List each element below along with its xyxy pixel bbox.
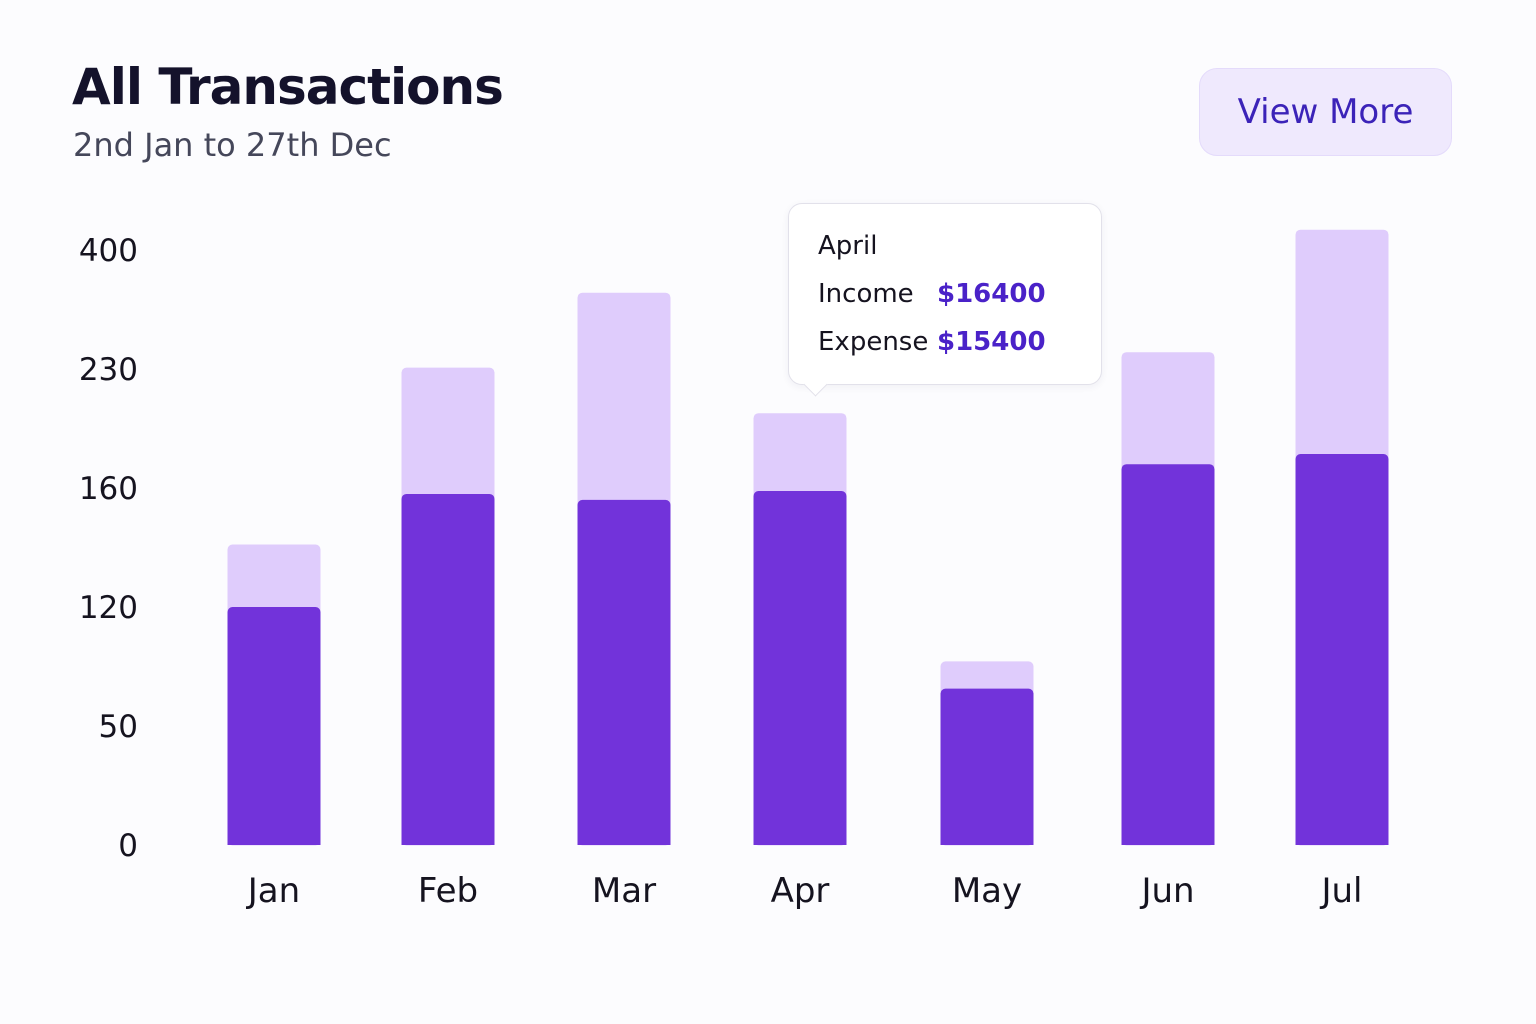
x-tick-label: Feb — [418, 871, 478, 911]
bar-base-jun — [1121, 837, 1215, 845]
tooltip-income-label: Income — [818, 279, 914, 309]
bar-base-apr — [753, 837, 847, 845]
bar-base-feb — [401, 837, 495, 845]
y-tick-label: 230 — [79, 352, 138, 388]
x-tick-label: Mar — [592, 871, 656, 911]
bar-base-may — [940, 837, 1034, 845]
bar-tooltip: April Income $16400 Expense $15400 — [788, 203, 1102, 397]
x-tick-label: Jan — [246, 871, 300, 911]
x-axis: Jan Feb Mar Apr May Jun Jul — [246, 871, 1363, 911]
bar-segment-lower-apr[interactable] — [753, 490, 847, 845]
tooltip-expense-value: $15400 — [937, 327, 1046, 357]
date-range-subtitle: 2nd Jan to 27th Dec — [73, 126, 392, 164]
y-tick-label: 0 — [118, 828, 138, 864]
tooltip-month: April — [818, 231, 878, 261]
view-more-button[interactable]: View More — [1199, 68, 1452, 156]
bar-base-mar — [577, 837, 671, 845]
y-tick-label: 50 — [99, 709, 138, 745]
bar-series — [227, 229, 1389, 846]
y-tick-label: 120 — [79, 590, 138, 626]
y-tick-label: 160 — [79, 471, 138, 507]
x-tick-label: Apr — [771, 871, 830, 911]
bar-segment-lower-jan[interactable] — [227, 607, 321, 845]
x-tick-label: Jun — [1139, 871, 1194, 911]
bar-segment-lower-feb[interactable] — [401, 493, 495, 845]
x-tick-label: Jul — [1319, 871, 1362, 911]
bar-base-jul — [1295, 837, 1389, 845]
bar-base-jan — [227, 837, 321, 845]
bar-segment-lower-jun[interactable] — [1121, 464, 1215, 845]
tooltip-expense-label: Expense — [818, 327, 929, 357]
tooltip-income-value: $16400 — [937, 279, 1046, 309]
bar-segment-lower-may[interactable] — [940, 688, 1034, 845]
y-tick-label: 400 — [79, 233, 138, 269]
bar-segment-lower-jul[interactable] — [1295, 454, 1389, 845]
bar-segment-lower-mar[interactable] — [577, 499, 671, 845]
chart-title: All Transactions — [72, 58, 504, 116]
y-axis: 0 50 120 160 230 400 — [79, 233, 138, 864]
x-tick-label: May — [952, 871, 1022, 911]
